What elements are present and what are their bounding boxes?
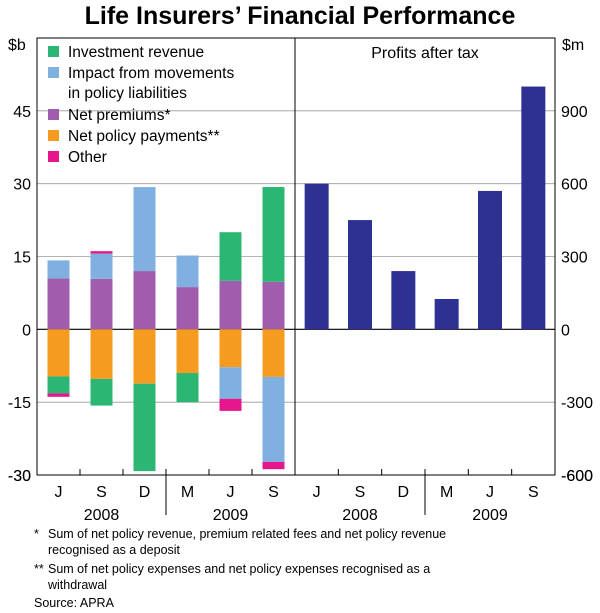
legend-swatch-0	[48, 46, 59, 57]
bar-left-impact-from-movements-in-policy-liabilities-5	[262, 376, 285, 462]
year-label-left-1: 2009	[213, 507, 249, 524]
bar-left-impact-from-movements-in-policy-liabilities-0	[47, 260, 70, 279]
y-tick-label-left-30: 30	[13, 177, 31, 194]
plot-border	[36, 37, 556, 476]
y-tick-label-right-300: 300	[561, 250, 588, 267]
x-tick-label-right-1: S	[355, 484, 366, 501]
chart-title: Life Insurers’ Financial Performance	[84, 2, 516, 30]
bar-left-net-policy-payments--3	[176, 329, 199, 374]
legend-label-3-0: Net policy payments**	[68, 128, 220, 145]
y-tick-label-left-15: 15	[13, 250, 31, 267]
legend: Investment revenue Impact from movements i…	[48, 44, 234, 166]
y-tick-label-right-0: 0	[561, 322, 570, 339]
bar-left-net-premiums--2	[133, 271, 156, 330]
legend-label-4-0: Other	[68, 149, 107, 166]
bar-right-profits-after-tax-3	[434, 298, 459, 330]
bar-left-other-4	[219, 398, 242, 411]
y-unit-label-right: $m	[562, 37, 584, 54]
legend-label-0-0: Investment revenue	[68, 44, 204, 61]
x-tick-label-right-3: M	[440, 484, 453, 501]
x-tick-label-left-4: J	[227, 484, 235, 501]
bar-left-other-0	[47, 393, 70, 397]
bar-left-net-policy-payments--4	[219, 329, 242, 368]
bar-left-other-1	[90, 251, 113, 254]
panel-title-right: Profits after tax	[371, 45, 479, 62]
bar-left-investment-revenue-0	[47, 376, 70, 394]
bar-left-investment-revenue-1	[90, 378, 113, 406]
y-tick-label-left--15: -15	[8, 395, 31, 412]
bar-left-impact-from-movements-in-policy-liabilities-4	[219, 367, 242, 399]
bar-right-profits-after-tax-0	[304, 183, 329, 330]
bar-left-net-premiums--0	[47, 278, 70, 330]
x-tick-label-left-2: D	[139, 484, 151, 501]
bar-left-investment-revenue-2	[133, 383, 156, 472]
bars	[47, 86, 546, 472]
legend-swatch-2	[48, 109, 59, 120]
legend-swatch-3	[48, 130, 59, 141]
x-tick-label-left-5: S	[268, 484, 279, 501]
gridlines	[37, 110, 555, 476]
x-tick-label-right-0: J	[313, 484, 321, 501]
x-tick-label-right-2: D	[398, 484, 410, 501]
y-tick-label-right--600: -600	[561, 468, 593, 485]
bar-left-net-policy-payments--5	[262, 329, 285, 377]
bar-left-impact-from-movements-in-policy-liabilities-3	[176, 255, 199, 288]
footnote-1-marker: *	[34, 527, 39, 541]
bar-left-net-policy-payments--0	[47, 329, 70, 377]
legend-label-1-1: in policy liabilities	[68, 85, 187, 102]
legend-label-2-0: Net premiums*	[68, 107, 171, 124]
bar-left-net-premiums--5	[262, 281, 285, 330]
bar-left-net-premiums--4	[219, 280, 242, 330]
footnote-2-line-2: withdrawal	[48, 578, 108, 592]
x-tick-label-left-1: S	[96, 484, 107, 501]
source-note: Source: APRA	[34, 596, 114, 610]
legend-swatch-4	[48, 151, 59, 162]
y-tick-label-right-600: 600	[561, 177, 588, 194]
y-tick-label-left--30: -30	[8, 468, 31, 485]
footnote-1-line-2: recognised as a deposit	[48, 543, 181, 557]
y-unit-label-left: $b	[8, 37, 26, 54]
bar-left-impact-from-movements-in-policy-liabilities-2	[133, 187, 156, 272]
bar-left-net-policy-payments--2	[133, 329, 156, 384]
year-label-right-0: 2008	[342, 507, 378, 524]
year-label-right-1: 2009	[472, 507, 508, 524]
bar-left-net-premiums--1	[90, 278, 113, 330]
y-tick-label-right--300: -300	[561, 395, 593, 412]
legend-swatch-1	[48, 67, 59, 78]
bar-left-net-policy-payments--1	[90, 329, 113, 379]
y-tick-label-left--30: -30	[8, 468, 31, 485]
year-label-left-0: 2008	[84, 507, 120, 524]
legend-label-1-0: Impact from movements	[68, 65, 234, 82]
plot-frame	[36, 37, 556, 515]
x-tick-label-right-4: J	[486, 484, 494, 501]
bar-right-profits-after-tax-2	[391, 271, 416, 330]
footnote-2-line-1: Sum of net policy expenses and net polic…	[48, 562, 431, 576]
bar-left-investment-revenue-4	[219, 232, 242, 281]
y-tick-label-right-900: 900	[561, 104, 588, 121]
y-tick-label-left-0: 0	[22, 322, 31, 339]
x-tick-label-left-0: J	[55, 484, 63, 501]
bar-left-net-premiums--3	[176, 287, 199, 330]
x-tick-label-right-5: S	[528, 484, 539, 501]
bar-left-investment-revenue-5	[262, 187, 285, 282]
footnote-1-line-1: Sum of net policy revenue, premium relat…	[48, 527, 447, 541]
bar-left-investment-revenue-3	[176, 373, 199, 403]
bar-right-profits-after-tax-1	[348, 220, 372, 330]
y-tick-label-right--600: -600	[561, 468, 593, 485]
y-tick-label-left-45: 45	[13, 104, 31, 121]
bar-right-profits-after-tax-5	[521, 86, 546, 330]
bar-left-other-5	[262, 461, 285, 470]
bar-right-profits-after-tax-4	[478, 190, 502, 330]
footnote-2-marker: **	[34, 562, 44, 576]
bar-left-impact-from-movements-in-policy-liabilities-1	[90, 253, 113, 279]
x-tick-label-left-3: M	[181, 484, 194, 501]
